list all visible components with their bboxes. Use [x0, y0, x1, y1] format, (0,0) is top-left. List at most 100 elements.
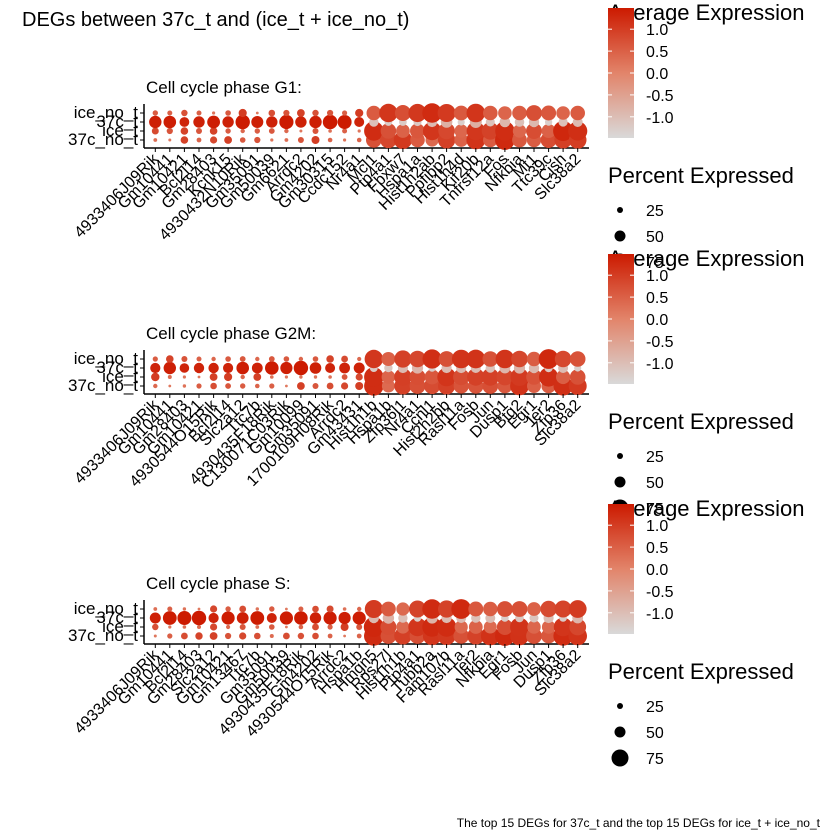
- dot: [195, 632, 203, 640]
- dot: [294, 611, 308, 625]
- dot: [224, 372, 233, 382]
- dot: [436, 617, 457, 637]
- dot: [496, 368, 514, 386]
- color-tick-label: 0.5: [646, 290, 668, 307]
- dot: [255, 625, 260, 629]
- dot: [209, 632, 218, 640]
- dot: [285, 625, 288, 629]
- dot: [541, 124, 556, 138]
- dot: [481, 368, 499, 386]
- dot: [510, 368, 529, 386]
- y-tick-label: 37c_no_t: [68, 626, 138, 645]
- y-tick-label: 37c_no_t: [68, 130, 138, 149]
- dot: [210, 382, 217, 390]
- dot: [268, 356, 275, 362]
- dot: [467, 368, 485, 386]
- dot: [541, 105, 557, 121]
- dot: [341, 355, 348, 363]
- color-tick-label: 0.5: [646, 44, 668, 61]
- dot: [569, 351, 586, 367]
- dot: [364, 349, 383, 369]
- dot: [239, 632, 247, 640]
- dot: [527, 620, 541, 634]
- dot: [394, 350, 412, 368]
- dot: [343, 634, 346, 638]
- dot: [556, 369, 571, 385]
- dot: [283, 632, 290, 640]
- dot: [312, 605, 319, 613]
- dot: [409, 369, 426, 385]
- dot: [312, 128, 319, 134]
- dot: [225, 383, 232, 389]
- dot: [225, 356, 231, 362]
- dot: [193, 116, 205, 128]
- dot: [527, 602, 541, 616]
- dot: [398, 613, 408, 623]
- dot: [255, 356, 260, 362]
- dot: [239, 356, 246, 362]
- dot: [422, 349, 442, 369]
- dot: [327, 109, 334, 117]
- color-tick-label: 0.0: [646, 562, 668, 579]
- dot: [223, 362, 234, 374]
- dot: [211, 356, 216, 362]
- dot: [342, 110, 348, 116]
- dot: [162, 611, 177, 625]
- dot: [356, 137, 362, 143]
- dot: [297, 109, 305, 117]
- color-tick-label: 0.0: [646, 66, 668, 83]
- dot: [451, 349, 471, 369]
- color-tick-label: -1.0: [646, 110, 674, 127]
- dot: [182, 384, 187, 388]
- dot: [313, 375, 318, 379]
- y-tick-label: ice_t: [102, 617, 138, 636]
- dot: [167, 633, 173, 639]
- color-tick-label: -0.5: [646, 88, 674, 105]
- dot: [526, 123, 542, 139]
- dot: [212, 111, 216, 115]
- panels: Cell cycle phase G1:37c_no_tice_t37c_tic…: [68, 0, 804, 768]
- y-tick-label: ice_t: [102, 121, 138, 140]
- dot: [238, 108, 247, 118]
- size-key-dot: [611, 749, 629, 767]
- dot: [283, 109, 290, 117]
- dot: [483, 620, 497, 634]
- color-tick-label: 1.0: [646, 518, 668, 535]
- dot: [438, 600, 456, 618]
- dot: [568, 600, 587, 618]
- panel-title: Cell cycle phase G2M:: [146, 324, 316, 343]
- dot: [312, 356, 319, 362]
- panel-title: Cell cycle phase S:: [146, 574, 291, 593]
- y-tick-label: ice_no_t: [74, 349, 139, 368]
- dot: [381, 352, 396, 366]
- dot: [167, 375, 172, 379]
- size-key-dot: [614, 726, 626, 738]
- color-tick-label: -0.5: [646, 584, 674, 601]
- dot: [357, 129, 361, 133]
- dot: [312, 383, 319, 389]
- dot: [196, 383, 202, 389]
- dot: [312, 109, 319, 117]
- dot: [298, 356, 304, 362]
- color-tick-label: 0.5: [646, 540, 668, 557]
- dot: [153, 383, 158, 389]
- dot: [363, 617, 384, 637]
- dot: [309, 612, 322, 624]
- dot: [299, 375, 303, 379]
- dot: [496, 619, 513, 635]
- dot: [554, 600, 572, 618]
- dot: [182, 375, 186, 379]
- dot: [339, 362, 350, 374]
- dot: [379, 103, 398, 123]
- dot: [180, 127, 189, 135]
- size-legend-title: Percent Expressed: [608, 163, 794, 188]
- dot: [422, 121, 442, 141]
- dot: [210, 136, 218, 144]
- dot: [179, 117, 190, 127]
- size-tick-label: 25: [646, 203, 664, 220]
- dot: [191, 610, 207, 626]
- y-tick-label: 37c_no_t: [68, 376, 138, 395]
- dot: [495, 349, 515, 369]
- dot: [366, 105, 382, 121]
- dot: [553, 121, 574, 141]
